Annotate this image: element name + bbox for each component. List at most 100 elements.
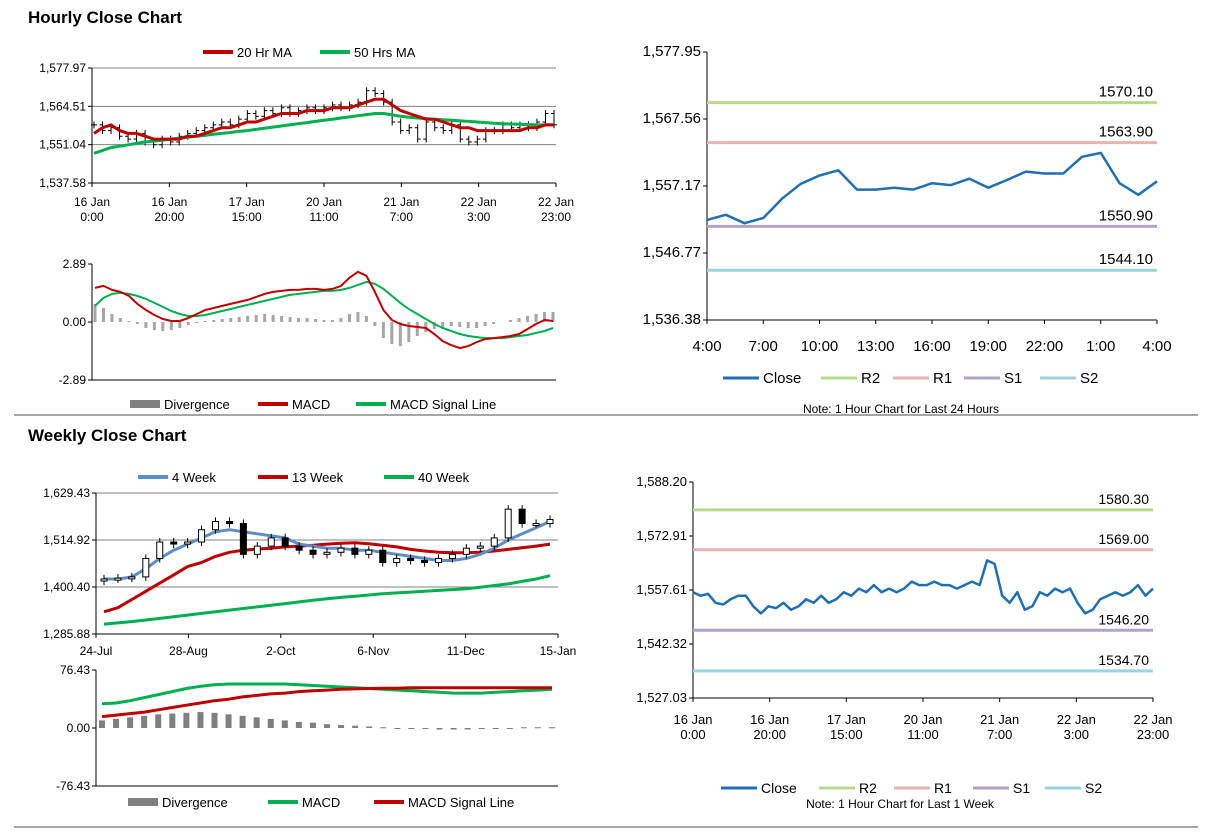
weekly_pivot-legend-s2-label: S2 <box>1085 780 1102 796</box>
weekly-candle-body <box>114 577 122 581</box>
weekly-divergence-bar <box>225 714 232 728</box>
weekly-macd-y-tick-label: 0.00 <box>67 721 91 735</box>
weekly-candle-body <box>156 541 164 559</box>
weekly-divergence-bar <box>394 728 401 729</box>
hourly-divergence-bar <box>178 322 182 329</box>
weekly-price-x-tick-label: 2-Oct <box>266 644 296 658</box>
weekly_pivot-s2-level-label: 1534.70 <box>1098 652 1149 668</box>
weekly-divergence-bar <box>99 720 105 728</box>
hourly-price-x-tick-label: 22 Jan 23:00 <box>538 195 574 224</box>
hourly-divergence-bar <box>93 303 97 322</box>
weekly_pivot-y-tick-label: 1,588.20 <box>636 474 687 489</box>
weekly-divergence-bar <box>183 712 190 728</box>
hourly_pivot-x-tick-label: 1:00 <box>1086 338 1115 355</box>
hourly_pivot-x-tick-label: 4:00 <box>692 338 721 355</box>
weekly_pivot-close-line <box>692 559 1154 615</box>
hourly-divergence-bar <box>161 322 165 332</box>
section-divider <box>14 414 1198 416</box>
weekly-divergence-bar <box>141 715 148 728</box>
weekly-macd-y-tick-label: 76.43 <box>60 663 90 677</box>
hourly-divergence-bar <box>543 311 547 322</box>
hourly-divergence-bar <box>229 317 233 322</box>
weekly-candle-body <box>267 537 275 547</box>
weekly_pivot-x-tick-label: 22 Jan 3:00 <box>1057 712 1096 742</box>
legend-hourly-macd-signal-label: MACD Signal Line <box>390 397 496 412</box>
weekly_pivot-note: Note: 1 Hour Chart for Last 1 Week <box>806 797 995 811</box>
hourly-macd-line <box>94 270 554 350</box>
hourly_pivot-y-tick-label: 1,557.17 <box>643 177 701 194</box>
weekly_pivot-x-tick-label: 20 Jan 11:00 <box>903 712 942 742</box>
weekly-divergence-bar <box>239 715 246 728</box>
hourly-divergence-bar <box>364 315 368 322</box>
bottom-divider <box>14 826 1198 828</box>
weekly-price-y-tick-label: 1,400.40 <box>43 580 90 594</box>
hourly-divergence-bar <box>212 319 216 322</box>
hourly_pivot-legend-r1-label: R1 <box>933 370 952 387</box>
hourly-divergence-bar <box>169 322 173 331</box>
hourly-divergence-bar <box>271 314 275 322</box>
weekly-section-title: Weekly Close Chart <box>28 426 187 445</box>
weekly_pivot-legend-r1-label: R1 <box>934 780 952 796</box>
weekly-price-x-tick-label: 15-Jan <box>540 644 577 658</box>
weekly_pivot-x-tick-label: 17 Jan 15:00 <box>827 712 866 742</box>
hourly-divergence-bar <box>534 313 538 322</box>
weekly-divergence-bar <box>408 728 415 729</box>
hourly-divergence-bar <box>466 322 470 329</box>
hourly-divergence-bar <box>347 313 351 322</box>
weekly-candle-body <box>225 520 233 525</box>
weekly-candle-body <box>462 547 470 555</box>
hourly-divergence-bar <box>339 317 343 322</box>
weekly-candle-body <box>309 549 317 555</box>
hourly_pivot-x-tick-label: 19:00 <box>969 338 1007 355</box>
hourly-divergence-bar <box>381 322 385 339</box>
weekly-divergence-bar <box>197 712 204 728</box>
hourly_pivot-y-tick-label: 1,546.77 <box>643 244 701 261</box>
hourly-section-title: Hourly Close Chart <box>28 8 182 27</box>
hourly_pivot-legend-r2-label: R2 <box>861 370 880 387</box>
hourly-divergence-bar <box>135 322 139 325</box>
legend-weekly-macd-label: MACD <box>302 795 340 810</box>
hourly-divergence-bar <box>407 322 411 343</box>
hourly-divergence-bar <box>203 320 207 322</box>
weekly-divergence-bar <box>549 727 555 729</box>
weekly-candle-body <box>337 547 345 553</box>
weekly_pivot-y-tick-label: 1,557.61 <box>636 582 687 597</box>
weekly-candle-body <box>281 537 289 547</box>
weekly_pivot-x-tick-label: 16 Jan 0:00 <box>673 712 712 742</box>
hourly-divergence-bar <box>356 311 360 322</box>
hourly_pivot-s1-level-label: 1550.90 <box>1099 207 1153 224</box>
weekly-divergence-bar <box>169 713 176 728</box>
hourly_pivot-x-tick-label: 10:00 <box>801 338 839 355</box>
hourly-price-x-tick-label: 20 Jan 11:00 <box>306 195 342 224</box>
hourly-divergence-bar <box>144 322 148 329</box>
weekly_pivot-y-tick-label: 1,542.32 <box>636 636 687 651</box>
weekly-price-x-tick-label: 28-Aug <box>169 644 208 658</box>
hourly-divergence-bar <box>280 315 284 322</box>
weekly-candle-body <box>323 551 331 555</box>
hourly-divergence-bar <box>517 317 521 322</box>
hourly-divergence-bar <box>254 314 258 322</box>
hourly-macd-y-tick-label: 2.89 <box>63 257 87 271</box>
hourly_pivot-r2-level-label: 1570.10 <box>1099 84 1153 101</box>
weekly-candle-body <box>421 559 429 564</box>
legend-50hr-ma-label: 50 Hrs MA <box>354 45 416 60</box>
legend-20hr-ma-label: 20 Hr MA <box>237 45 292 60</box>
weekly_pivot-s1-level-label: 1546.20 <box>1098 611 1149 627</box>
hourly-divergence-bar <box>449 322 453 327</box>
weekly-candle-body <box>532 523 540 527</box>
hourly-macd-y-tick-label: 0.00 <box>63 315 87 329</box>
weekly-macd-signal-line <box>101 686 552 719</box>
weekly-candle-body <box>546 518 554 525</box>
hourly_pivot-y-tick-label: 1,567.56 <box>643 110 701 127</box>
hourly-divergence-bar <box>492 322 496 325</box>
weekly-candle-body <box>295 545 303 551</box>
weekly_pivot-legend-r2-label: R2 <box>859 780 877 796</box>
hourly_pivot-y-tick-label: 1,536.38 <box>643 311 701 328</box>
hourly-divergence-bar <box>322 319 326 322</box>
weekly-candle-body <box>198 529 206 543</box>
weekly-divergence-bar <box>295 721 302 728</box>
hourly_pivot-x-tick-label: 4:00 <box>1142 338 1171 355</box>
hourly_pivot-x-tick-label: 7:00 <box>749 338 778 355</box>
weekly-divergence-bar <box>352 725 359 728</box>
weekly_pivot-y-tick-label: 1,527.03 <box>636 690 687 705</box>
